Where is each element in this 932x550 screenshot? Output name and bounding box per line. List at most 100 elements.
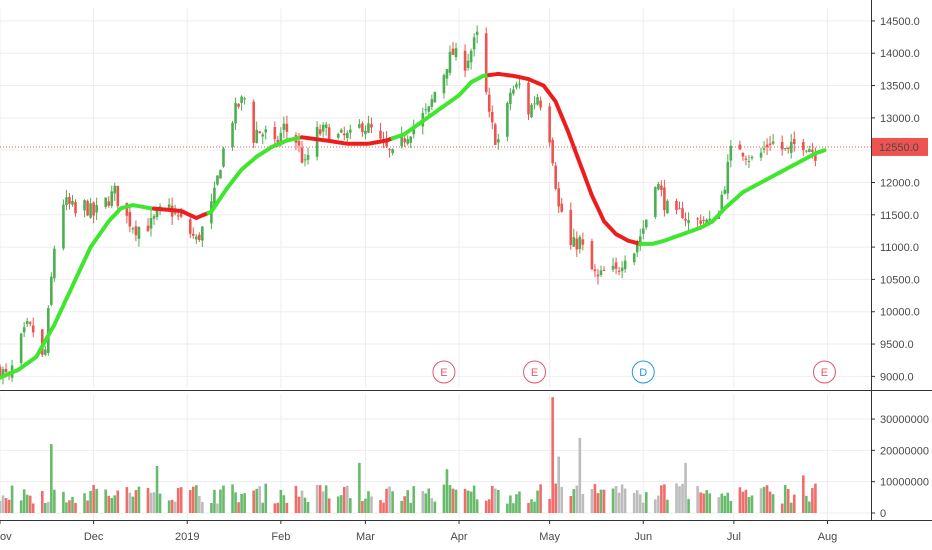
volume-bar xyxy=(155,466,159,513)
candle-body xyxy=(370,124,373,128)
volume-bar xyxy=(569,496,573,513)
volume-bar xyxy=(388,486,391,513)
volume-bar xyxy=(68,500,71,513)
ma-segment-up xyxy=(206,135,304,215)
volume-bar xyxy=(657,495,660,513)
price-tick-label: 14500.0 xyxy=(880,16,920,28)
volume-bar xyxy=(403,496,406,513)
candle-body xyxy=(660,185,663,190)
volume-bar xyxy=(705,490,708,513)
volume-bar xyxy=(152,492,156,513)
event-circle xyxy=(812,360,836,384)
time-tick-label: Apr xyxy=(450,531,467,543)
candle-body xyxy=(705,219,708,224)
volume-bar xyxy=(771,494,775,513)
volume-bar xyxy=(315,484,319,513)
candle-body xyxy=(638,236,642,243)
volume-bar xyxy=(442,484,446,513)
volume-bar xyxy=(548,498,551,513)
volume-bar xyxy=(294,485,298,513)
volume-bar xyxy=(406,490,409,513)
volume-bar xyxy=(409,502,413,513)
candle-body xyxy=(137,227,141,239)
volume-axis[interactable]: 30000000 20000000 10000000 0 xyxy=(871,414,929,520)
volume-bar xyxy=(551,397,554,513)
candle-body xyxy=(327,127,331,141)
candle-body xyxy=(342,133,346,136)
event-marker-earnings[interactable]: E xyxy=(523,360,547,384)
price-tick-label: 14000.0 xyxy=(880,48,920,60)
candle-body xyxy=(463,50,467,71)
candle-body xyxy=(729,145,733,161)
candle-body xyxy=(113,185,117,194)
volume-bar xyxy=(789,502,793,513)
candle-body xyxy=(681,208,684,219)
volume-bar xyxy=(572,489,576,513)
volume-bar xyxy=(385,488,388,513)
candle-body xyxy=(379,130,382,139)
volume-bar xyxy=(611,488,615,513)
candle-body xyxy=(282,123,286,130)
candle-body xyxy=(86,200,89,216)
volume-bar xyxy=(469,491,473,513)
candle-body xyxy=(527,82,530,115)
volume-bar xyxy=(10,485,14,513)
candle-body xyxy=(406,139,409,144)
candle-body xyxy=(518,83,521,85)
volume-bar xyxy=(346,485,349,513)
candle-body xyxy=(315,126,319,157)
event-label: D xyxy=(639,367,647,379)
volume-bar xyxy=(530,499,533,513)
price-tick-label: 11000.0 xyxy=(880,242,919,254)
candle-body xyxy=(744,158,748,160)
volume-bar xyxy=(687,498,690,513)
event-marker-dividend[interactable]: D xyxy=(631,360,655,384)
candle-body xyxy=(475,31,479,35)
event-marker-earnings[interactable]: E xyxy=(432,360,456,384)
candle-body xyxy=(234,103,237,124)
candle-body xyxy=(741,152,745,157)
event-marker-earnings[interactable]: E xyxy=(812,360,836,384)
candle-body xyxy=(454,48,458,58)
volume-bar xyxy=(614,486,618,513)
volume-bar xyxy=(62,491,65,513)
volume-bar xyxy=(654,499,657,513)
candle-body xyxy=(261,134,265,137)
volume-bar xyxy=(201,501,204,513)
candle-body xyxy=(336,134,340,138)
candle-body xyxy=(599,270,603,275)
ma-segment-up xyxy=(638,148,827,246)
volume-bar xyxy=(50,444,53,513)
candle-body xyxy=(780,141,784,150)
volume-bar xyxy=(623,488,627,513)
candle-body xyxy=(678,208,681,210)
candle-body xyxy=(762,148,766,150)
volume-bar xyxy=(539,484,542,513)
volume-bar xyxy=(327,498,331,513)
candle-body xyxy=(231,122,234,148)
candle-body xyxy=(255,129,258,143)
volume-bar xyxy=(86,500,89,513)
volume-bar xyxy=(590,488,594,513)
candle-body xyxy=(131,228,135,230)
volume-bar xyxy=(472,485,476,513)
volume-bar xyxy=(231,484,234,513)
candle-body xyxy=(472,37,476,50)
time-axis[interactable]: ov Dec 2019 Feb Mar Apr May Jun Jul Aug xyxy=(0,520,837,543)
volume-bar xyxy=(349,498,352,513)
volume-bar xyxy=(342,486,346,513)
volume-bar xyxy=(684,462,687,513)
volume-bar xyxy=(463,488,467,513)
volume-bar xyxy=(641,502,645,513)
candle-body xyxy=(575,238,579,250)
volume-bar xyxy=(273,503,277,513)
candle-body xyxy=(759,152,763,158)
volume-bar xyxy=(663,484,666,513)
candle-body xyxy=(25,320,29,325)
price-axis[interactable]: 14500.014000.013500.013000.012500.012000… xyxy=(871,16,920,383)
candle-body xyxy=(699,220,702,224)
price-tick-label: 13000.0 xyxy=(880,113,920,125)
candle-body xyxy=(240,96,243,103)
